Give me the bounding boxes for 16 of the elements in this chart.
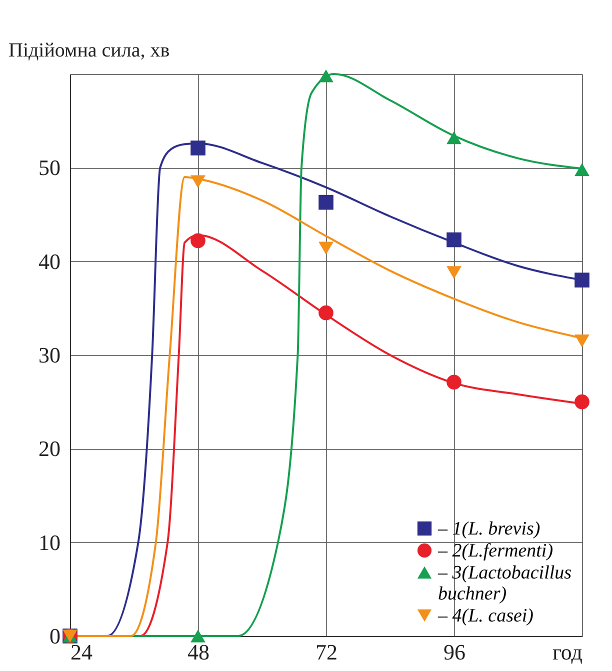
x-tick-label: 24 — [70, 640, 92, 664]
x-tick-label: год — [552, 640, 582, 664]
legend-label: – 3(Lactobacillus buchner) — [437, 562, 572, 604]
legend-label: – 2(L.fermenti) — [437, 540, 554, 562]
y-tick-label: 40 — [38, 248, 60, 274]
x-tick-label: 48 — [188, 640, 210, 664]
x-tick-label: 96 — [444, 640, 466, 664]
y-tick-label: 10 — [38, 530, 60, 555]
y-axis-title: Підійомна сила, хв — [8, 40, 170, 62]
y-tick-label: 30 — [38, 342, 60, 368]
legend-label: – 1(L. brevis) — [437, 518, 540, 540]
x-tick-label: 72 — [316, 640, 338, 664]
y-tick-label: 0 — [50, 624, 60, 648]
legend-label: – 4(L. casei) — [437, 606, 534, 626]
y-tick-label: 50 — [38, 155, 60, 180]
y-tick-label: 20 — [38, 436, 60, 462]
